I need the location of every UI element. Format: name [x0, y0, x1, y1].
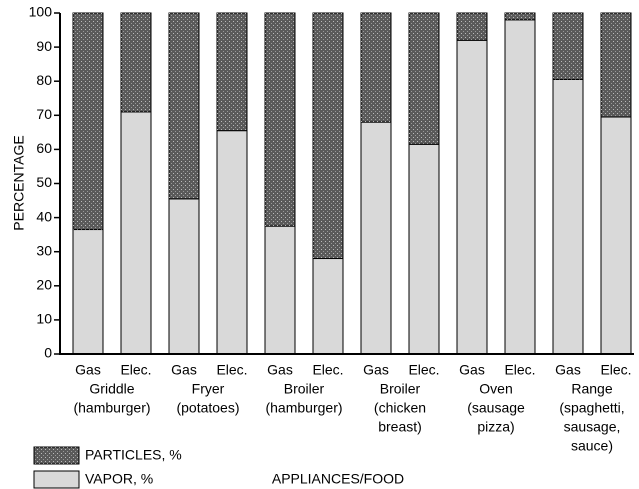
group-label: (sausage — [467, 400, 525, 416]
bar-segment — [216, 130, 248, 355]
legend-label: VAPOR, % — [85, 471, 153, 487]
legend-label: PARTICLES, % — [85, 447, 182, 463]
bar-segment — [216, 12, 248, 132]
x-tick-label: Gas — [459, 362, 485, 378]
bar-segment — [552, 12, 584, 80]
x-tick-label: Elec. — [312, 362, 343, 378]
group-label: (potatoes) — [176, 400, 239, 416]
x-tick-label: Elec. — [216, 362, 247, 378]
bar-segment — [264, 12, 296, 227]
x-tick-label: Elec. — [120, 362, 151, 378]
group-label: sausage, — [564, 419, 621, 435]
y-tick-label: 100 — [29, 4, 53, 20]
legend-swatch — [33, 470, 80, 489]
bar-segment — [600, 116, 632, 355]
x-tick-label: Gas — [75, 362, 101, 378]
bar-segment — [600, 12, 632, 118]
group-label: Broiler — [284, 381, 325, 397]
y-tick-label: 80 — [36, 72, 52, 88]
bar-segment — [168, 198, 200, 355]
bar-segment — [120, 111, 152, 355]
legend-texture — [34, 447, 79, 464]
x-tick-label: Gas — [363, 362, 389, 378]
group-label: (spaghetti, — [559, 400, 624, 416]
x-tick-label: Gas — [555, 362, 581, 378]
group-label: Oven — [479, 381, 512, 397]
y-tick-label: 60 — [36, 140, 52, 156]
y-tick-label: 90 — [36, 38, 52, 54]
group-label: sauce) — [571, 438, 613, 454]
bar-segment — [72, 229, 104, 355]
bar-segment — [72, 12, 104, 231]
y-tick-label: 50 — [36, 174, 52, 190]
group-label: (chicken — [374, 400, 426, 416]
bar-segment — [552, 78, 584, 355]
bar-segment — [456, 12, 488, 41]
y-tick-label: 0 — [44, 345, 52, 361]
y-tick-label: 30 — [36, 242, 52, 258]
y-tick-label: 40 — [36, 208, 52, 224]
group-label: (hamburger) — [73, 400, 150, 416]
y-tick-label: 70 — [36, 106, 52, 122]
bar-segment — [360, 121, 392, 355]
bar-segment — [264, 225, 296, 355]
x-tick-label: Gas — [171, 362, 197, 378]
bar-segment — [408, 12, 440, 145]
x-axis-label: APPLIANCES/FOOD — [272, 471, 404, 487]
y-axis-label: PERCENTAGE — [11, 135, 27, 230]
x-tick-label: Elec. — [504, 362, 535, 378]
bar-segment — [408, 143, 440, 355]
group-label: Range — [571, 381, 612, 397]
bar-segment — [504, 12, 536, 21]
x-tick-label: Elec. — [600, 362, 631, 378]
group-label: Fryer — [192, 381, 225, 397]
x-tick-label: Elec. — [408, 362, 439, 378]
group-label: Broiler — [380, 381, 421, 397]
group-label: pizza) — [477, 419, 514, 435]
bar-segment — [312, 258, 344, 355]
group-label: Griddle — [89, 381, 134, 397]
y-tick-label: 20 — [36, 277, 52, 293]
x-tick-label: Gas — [267, 362, 293, 378]
bar-segment — [168, 12, 200, 200]
bar-segment — [312, 12, 344, 260]
bar-segment — [456, 39, 488, 355]
bar-segment — [504, 19, 536, 355]
bar-segment — [360, 12, 392, 123]
group-label: breast) — [378, 419, 422, 435]
group-label: (hamburger) — [265, 400, 342, 416]
bar-segment — [120, 12, 152, 113]
y-tick-label: 10 — [36, 311, 52, 327]
